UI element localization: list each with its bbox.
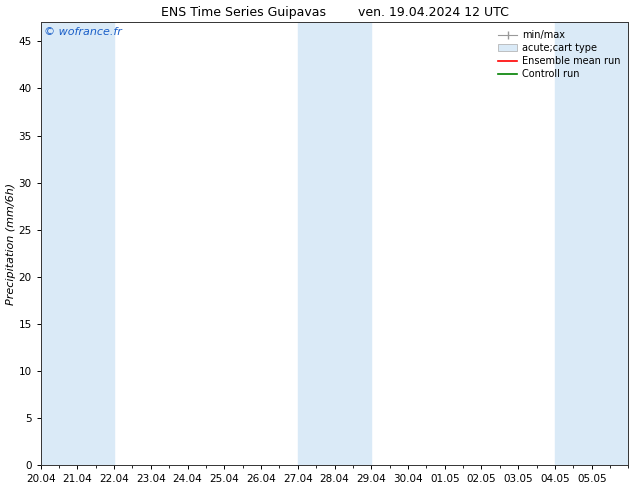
Bar bbox=[555, 23, 628, 466]
Title: ENS Time Series Guipavas        ven. 19.04.2024 12 UTC: ENS Time Series Guipavas ven. 19.04.2024… bbox=[160, 5, 508, 19]
Bar bbox=[298, 23, 372, 466]
Text: © wofrance.fr: © wofrance.fr bbox=[44, 27, 122, 37]
Y-axis label: Precipitation (mm/6h): Precipitation (mm/6h) bbox=[6, 183, 16, 305]
Bar bbox=[41, 23, 114, 466]
Legend: min/max, acute;cart type, Ensemble mean run, Controll run: min/max, acute;cart type, Ensemble mean … bbox=[495, 27, 624, 82]
